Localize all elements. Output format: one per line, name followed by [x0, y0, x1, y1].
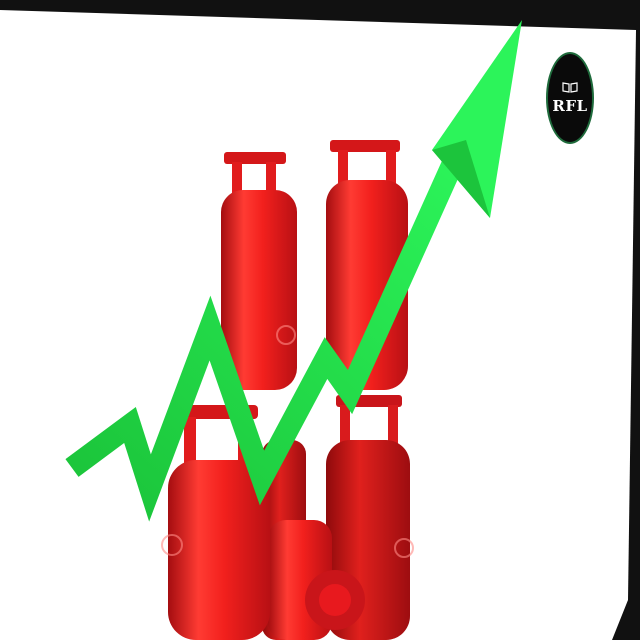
- brand-logo: RFL: [546, 52, 594, 144]
- book-icon: [562, 82, 578, 93]
- gas-cylinder: [221, 152, 297, 390]
- trend-up-arrow: [65, 20, 522, 522]
- gas-cylinder: [326, 140, 408, 390]
- gas-cylinder: [262, 440, 365, 640]
- logo-text: RFL: [552, 97, 588, 115]
